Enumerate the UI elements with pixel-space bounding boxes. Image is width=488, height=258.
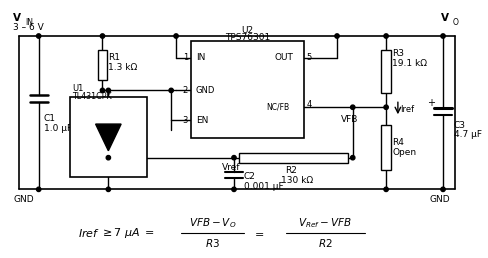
Text: $\it{R2}$: $\it{R2}$ xyxy=(317,237,332,249)
Text: V: V xyxy=(13,13,21,23)
Text: 19.1 kΩ: 19.1 kΩ xyxy=(391,59,426,68)
Text: 4: 4 xyxy=(306,100,311,109)
Circle shape xyxy=(37,187,41,191)
Circle shape xyxy=(169,88,173,93)
Text: 5: 5 xyxy=(306,53,311,62)
Bar xyxy=(381,125,390,170)
Circle shape xyxy=(231,156,236,160)
Text: $VFB - V_{\it{O}}$: $VFB - V_{\it{O}}$ xyxy=(188,216,236,230)
Text: R4: R4 xyxy=(391,138,403,147)
Polygon shape xyxy=(96,124,121,151)
Circle shape xyxy=(106,156,110,160)
Circle shape xyxy=(440,187,444,191)
Circle shape xyxy=(106,88,110,93)
Text: $=$: $=$ xyxy=(251,228,264,238)
Text: Open: Open xyxy=(391,148,415,157)
Text: OUT: OUT xyxy=(274,53,292,62)
Text: Iref: Iref xyxy=(399,105,413,114)
Text: C2: C2 xyxy=(244,172,255,181)
Text: $\it{R3}$: $\it{R3}$ xyxy=(204,237,220,249)
Text: GND: GND xyxy=(428,195,449,204)
Text: R2: R2 xyxy=(285,166,297,175)
Text: V: V xyxy=(440,13,448,23)
Text: 4.7 μF: 4.7 μF xyxy=(453,131,481,139)
Text: U2: U2 xyxy=(241,26,253,35)
Text: TPS76301: TPS76301 xyxy=(224,34,269,43)
Text: GND: GND xyxy=(13,195,34,204)
Text: GND: GND xyxy=(195,86,215,95)
Text: $\geq 7\ \mu A\ =$: $\geq 7\ \mu A\ =$ xyxy=(100,226,154,240)
Circle shape xyxy=(440,34,444,38)
Bar xyxy=(98,50,107,79)
Text: C3: C3 xyxy=(453,120,465,130)
Circle shape xyxy=(350,156,354,160)
Circle shape xyxy=(231,187,236,191)
Text: Vref: Vref xyxy=(222,163,240,172)
Circle shape xyxy=(383,34,387,38)
Bar xyxy=(381,50,390,93)
Text: NC/FB: NC/FB xyxy=(266,103,289,112)
Text: 3 – 6 V: 3 – 6 V xyxy=(13,23,44,32)
Text: 3: 3 xyxy=(182,116,187,125)
Circle shape xyxy=(383,187,387,191)
Text: 2: 2 xyxy=(182,86,187,95)
Text: 1.3 kΩ: 1.3 kΩ xyxy=(108,63,137,72)
Text: 1: 1 xyxy=(182,53,187,62)
Circle shape xyxy=(100,88,104,93)
Text: 0.001 μF: 0.001 μF xyxy=(244,182,283,191)
Circle shape xyxy=(383,105,387,109)
Text: EN: EN xyxy=(195,116,208,125)
Text: $V_{\it{Ref}} - VFB$: $V_{\it{Ref}} - VFB$ xyxy=(298,216,351,230)
Circle shape xyxy=(350,105,354,109)
Circle shape xyxy=(174,34,178,38)
Text: IN: IN xyxy=(195,53,204,62)
Circle shape xyxy=(334,34,339,38)
Text: U1: U1 xyxy=(72,84,83,93)
Text: TL431CPK: TL431CPK xyxy=(72,92,111,101)
Bar xyxy=(70,97,146,178)
Circle shape xyxy=(37,34,41,38)
Bar xyxy=(190,41,303,138)
Bar xyxy=(239,153,347,163)
Text: R1: R1 xyxy=(108,53,120,62)
Circle shape xyxy=(106,187,110,191)
Text: +: + xyxy=(427,98,434,108)
Text: 130 kΩ: 130 kΩ xyxy=(280,176,312,185)
Text: C1: C1 xyxy=(43,114,56,123)
Text: O: O xyxy=(452,18,458,27)
Circle shape xyxy=(100,34,104,38)
Text: IN: IN xyxy=(25,18,33,27)
Text: R3: R3 xyxy=(391,49,403,58)
Text: VFB: VFB xyxy=(341,115,358,124)
Text: $\it{Iref}$: $\it{Iref}$ xyxy=(78,227,100,239)
Text: 1.0 μF: 1.0 μF xyxy=(43,124,72,133)
